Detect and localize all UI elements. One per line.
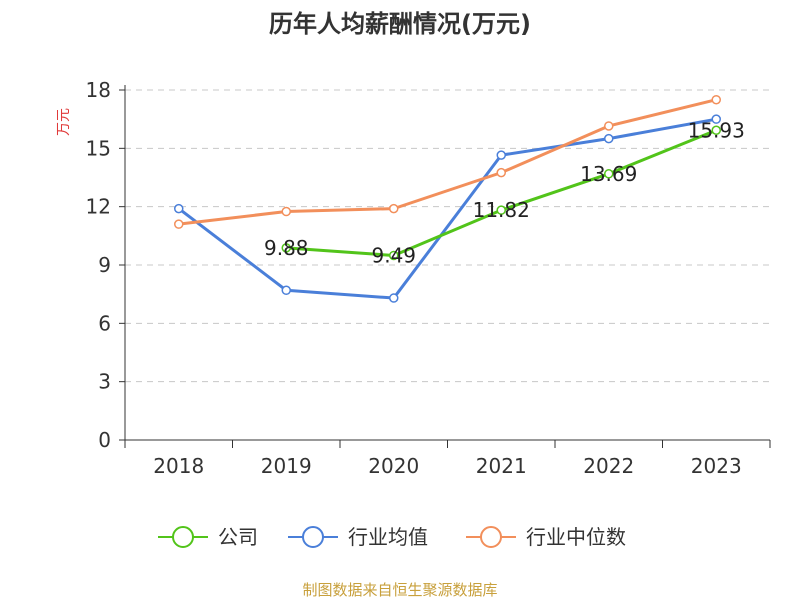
data-point — [711, 94, 721, 105]
data-label: 13.69 — [580, 162, 637, 186]
y-axis-label: 万元 — [56, 108, 72, 136]
y-tick-label: 9 — [98, 253, 111, 277]
source-note: 制图数据来自恒生聚源数据库 — [302, 581, 497, 599]
legend-label: 行业均值 — [348, 525, 428, 549]
data-point — [604, 121, 614, 131]
x-tick-label: 2023 — [691, 454, 742, 478]
data-label: 15.93 — [688, 118, 745, 142]
data-point — [496, 150, 506, 160]
data-point — [389, 250, 399, 261]
data-label: 9.49 — [371, 243, 416, 267]
legend-label: 行业中位数 — [526, 525, 626, 549]
data-point — [389, 203, 399, 214]
data-point — [174, 219, 184, 229]
legend-marker — [302, 526, 324, 548]
data-point — [604, 169, 614, 179]
data-point — [711, 114, 721, 124]
legend-marker — [172, 526, 194, 548]
data-label: 9.88 — [264, 236, 309, 260]
x-tick-label: 2019 — [261, 454, 312, 478]
data-point — [496, 205, 506, 215]
x-tick-label: 2021 — [476, 454, 527, 478]
series-group — [174, 94, 721, 303]
data-point — [281, 285, 291, 296]
data-point — [281, 243, 291, 253]
y-tick-label: 15 — [86, 136, 111, 160]
data-label: 11.82 — [473, 198, 530, 222]
data-point — [281, 206, 291, 217]
data-point — [711, 125, 721, 135]
data-labels: 9.88 9.49 11.82 13.69 15.93 — [264, 118, 745, 267]
data-point — [389, 293, 399, 303]
y-tick-label: 3 — [98, 370, 111, 394]
y-tick-label: 12 — [86, 195, 111, 219]
series-line-2 — [178, 98, 717, 226]
y-tick-label: 18 — [86, 78, 111, 102]
legend-label: 公司 — [218, 525, 258, 549]
y-tick-label: 0 — [98, 428, 111, 452]
series-line-1 — [177, 117, 717, 300]
chart-title: 历年人均薪酬情况(万元) — [269, 10, 531, 38]
grid-lines — [125, 89, 770, 383]
x-tick-label: 2020 — [368, 454, 419, 478]
x-tick-label: 2022 — [583, 454, 634, 478]
legend-marker — [480, 526, 502, 548]
legend: 公司 行业均值 行业中位数 — [158, 525, 626, 549]
data-point — [174, 203, 184, 214]
x-tick-label: 2018 — [153, 454, 204, 478]
data-point — [604, 133, 614, 144]
series-line-0 — [286, 128, 717, 257]
y-tick-label: 6 — [98, 311, 111, 335]
axes: 0 3 6 9 12 15 18 2018 2019 2020 2021 2022 2023 — [86, 78, 771, 478]
data-point — [496, 167, 506, 178]
